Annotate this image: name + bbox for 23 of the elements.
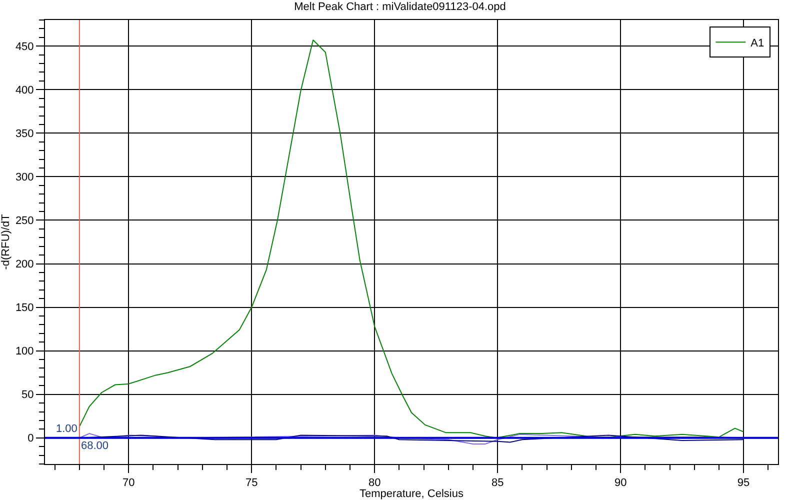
x-tick-label: 90	[614, 477, 627, 490]
chart-title: Melt Peak Chart : miValidate091123-04.opd	[294, 1, 506, 14]
y-tick-label: 200	[15, 258, 34, 271]
y-tick-label: 0	[28, 432, 34, 445]
x-tick-label: 80	[368, 477, 381, 490]
x-tick-label: 75	[245, 477, 258, 490]
y-tick-label: 400	[15, 84, 34, 96]
legend-label: A1	[750, 37, 764, 50]
y-tick-label: 350	[15, 128, 34, 140]
x-axis-title: Temperature, Celsius	[360, 488, 464, 500]
x-tick-label: 95	[737, 477, 750, 490]
y-tick-label: 50	[22, 389, 34, 402]
y-tick-label: 100	[15, 346, 34, 358]
y-tick-label: 250	[15, 215, 34, 228]
y-tick-label: 150	[15, 302, 34, 314]
x-tick-label: 85	[491, 477, 504, 490]
y-tick-label: 300	[15, 172, 34, 184]
x-tick-label: 70	[122, 477, 135, 490]
annotation: 1.00	[56, 423, 78, 435]
y-axis-title: -d(RFU)/dT	[0, 214, 12, 270]
y-tick-label: 450	[15, 40, 34, 53]
ref-line-label: 68.00	[81, 440, 109, 452]
line-series	[78, 40, 744, 438]
